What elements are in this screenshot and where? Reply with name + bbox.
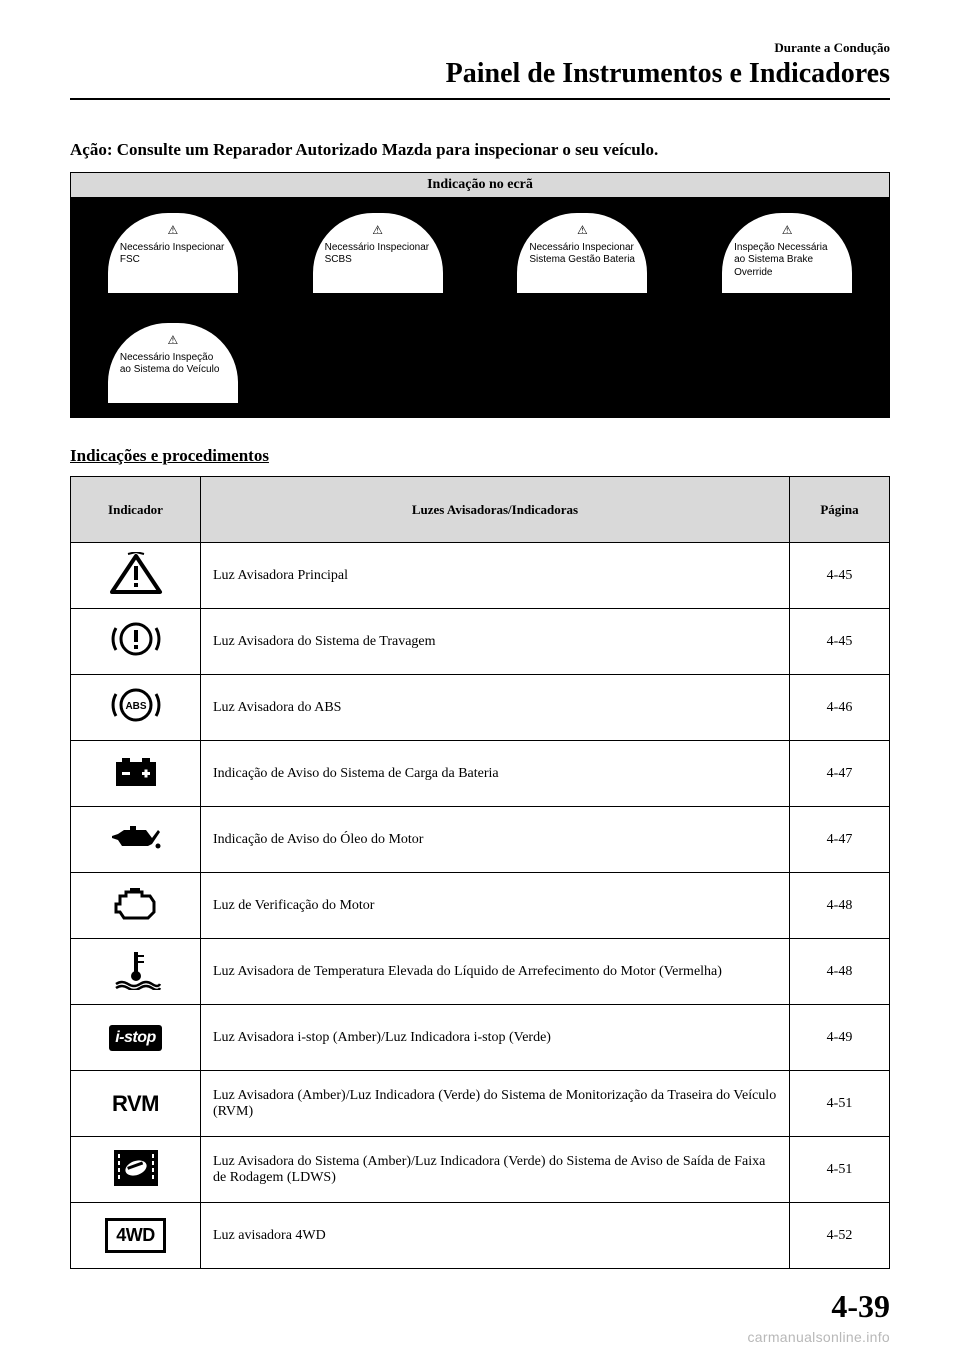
ldws-icon: [71, 1137, 201, 1203]
brake-circle-icon: [71, 609, 201, 675]
header-rule: [70, 98, 890, 100]
indicator-description: Luz de Verificação do Motor: [201, 873, 790, 939]
abs-circle-icon: [71, 675, 201, 741]
ind-th-indicator: Indicador: [71, 477, 201, 543]
page-reference: 4-52: [790, 1203, 890, 1269]
page-reference: 4-49: [790, 1005, 890, 1071]
screen-message-box: ⚠ Necessário Inspecionar FSC: [108, 213, 238, 293]
indicator-description: Luz Avisadora do Sistema de Travagem: [201, 609, 790, 675]
page-reference: 4-47: [790, 807, 890, 873]
indicator-description: Luz Avisadora (Amber)/Luz Indicadora (Ve…: [201, 1071, 790, 1137]
page-reference: 4-51: [790, 1071, 890, 1137]
coolant-temp-icon: [71, 939, 201, 1005]
screen-message-cell: ⚠ Necessário Inspecionar Sistema Gestão B…: [480, 198, 685, 308]
screen-message-cell: ⚠ Necessário Inspeção ao Sistema do Veícu…: [71, 308, 276, 418]
indicator-description: Luz Avisadora do Sistema (Amber)/Luz Ind…: [201, 1137, 790, 1203]
table-row: Indicação de Aviso do Óleo do Motor4-47: [71, 807, 890, 873]
warning-triangle-icon: ⚠: [120, 333, 226, 348]
indicator-description: Luz Avisadora Principal: [201, 543, 790, 609]
warning-triangle-icon: ⚠: [529, 223, 635, 238]
screen-message-cell: [275, 308, 480, 418]
screen-message-text: Necessário Inspecionar FSC: [120, 242, 226, 267]
screen-message-box: ⚠ Necessário Inspecionar Sistema Gestão B…: [517, 213, 647, 293]
table-row: Luz Avisadora Principal4-45: [71, 543, 890, 609]
screen-message-cell: [480, 308, 685, 418]
warning-triangle-icon: ⚠: [120, 223, 226, 238]
table-row: Indicação de Aviso do Sistema de Carga d…: [71, 741, 890, 807]
istop-text-icon: i-stop: [71, 1005, 201, 1071]
page-reference: 4-51: [790, 1137, 890, 1203]
table-row: Luz de Verificação do Motor4-48: [71, 873, 890, 939]
header-large: Painel de Instrumentos e Indicadores: [70, 58, 890, 90]
screen-message-cell: ⚠ Necessário Inspecionar SCBS: [275, 198, 480, 308]
table-row: i-stopLuz Avisadora i-stop (Amber)/Luz I…: [71, 1005, 890, 1071]
page-reference: 4-45: [790, 609, 890, 675]
table-row: Luz Avisadora do ABS4-46: [71, 675, 890, 741]
table-row: Luz Avisadora de Temperatura Elevada do …: [71, 939, 890, 1005]
oil-can-icon: [71, 807, 201, 873]
page-reference: 4-48: [790, 939, 890, 1005]
engine-icon: [71, 873, 201, 939]
screen-message-cell: ⚠ Inspeção Necessária ao Sistema Brake Ov…: [685, 198, 890, 308]
table-row: RVMLuz Avisadora (Amber)/Luz Indicadora …: [71, 1071, 890, 1137]
page-reference: 4-46: [790, 675, 890, 741]
action-line: Ação: Consulte um Reparador Autorizado M…: [70, 140, 890, 160]
page-reference: 4-47: [790, 741, 890, 807]
page-header: Durante a Condução Painel de Instrumento…: [70, 40, 890, 90]
rvm-text-icon: RVM: [71, 1071, 201, 1137]
indicator-description: Luz Avisadora de Temperatura Elevada do …: [201, 939, 790, 1005]
screen-message-text: Necessário Inspecionar Sistema Gestão Ba…: [529, 242, 635, 267]
4wd-text-icon: 4WD: [71, 1203, 201, 1269]
warning-triangle-icon: ⚠: [325, 223, 431, 238]
indications-subhead: Indicações e procedimentos: [70, 446, 890, 466]
battery-icon: [71, 741, 201, 807]
table-row: 4WDLuz avisadora 4WD4-52: [71, 1203, 890, 1269]
table-row: Luz Avisadora do Sistema (Amber)/Luz Ind…: [71, 1137, 890, 1203]
screen-message-cell: ⚠ Necessário Inspecionar FSC: [71, 198, 276, 308]
indicator-description: Indicação de Aviso do Óleo do Motor: [201, 807, 790, 873]
page-number: 4-39: [831, 1288, 890, 1325]
indicator-description: Luz Avisadora do ABS: [201, 675, 790, 741]
warning-triangle-icon: ⚠: [734, 223, 840, 238]
screen-message-text: Necessário Inspeção ao Sistema do Veícul…: [120, 352, 226, 377]
indicator-description: Luz avisadora 4WD: [201, 1203, 790, 1269]
indicator-description: Indicação de Aviso do Sistema de Carga d…: [201, 741, 790, 807]
screen-message-cell: [685, 308, 890, 418]
screen-table-header: Indicação no ecrã: [71, 173, 890, 198]
screen-message-text: Necessário Inspecionar SCBS: [325, 242, 431, 267]
screen-message-box: ⚠ Necessário Inspecionar SCBS: [313, 213, 443, 293]
ind-th-page: Página: [790, 477, 890, 543]
page-reference: 4-48: [790, 873, 890, 939]
ind-th-description: Luzes Avisadoras/Indicadoras: [201, 477, 790, 543]
indicator-table: Indicador Luzes Avisadoras/Indicadoras P…: [70, 476, 890, 1269]
screen-indication-table: Indicação no ecrã ⚠ Necessário Inspeciona…: [70, 172, 890, 418]
watermark: carmanualsonline.info: [748, 1329, 891, 1345]
screen-message-text: Inspeção Necessária ao Sistema Brake Ove…: [734, 242, 840, 280]
warning-triangle-icon: [71, 543, 201, 609]
indicator-description: Luz Avisadora i-stop (Amber)/Luz Indicad…: [201, 1005, 790, 1071]
screen-message-box: ⚠ Necessário Inspeção ao Sistema do Veícu…: [108, 323, 238, 403]
page-reference: 4-45: [790, 543, 890, 609]
table-row: Luz Avisadora do Sistema de Travagem4-45: [71, 609, 890, 675]
header-small: Durante a Condução: [70, 40, 890, 56]
screen-message-box: ⚠ Inspeção Necessária ao Sistema Brake Ov…: [722, 213, 852, 293]
